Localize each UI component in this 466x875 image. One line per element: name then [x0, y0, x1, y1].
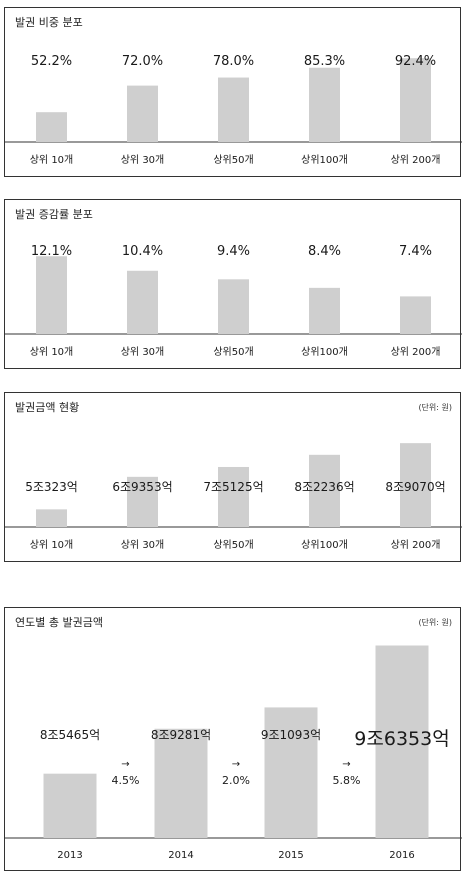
- data-label: 9.4%: [217, 244, 250, 259]
- bar: [127, 476, 158, 527]
- data-label: 92.4%: [395, 54, 436, 69]
- category-label: 상위 30개: [121, 345, 165, 358]
- bar: [309, 454, 340, 527]
- bar: [218, 466, 249, 527]
- bar: [36, 112, 67, 142]
- bar: [127, 85, 158, 142]
- growth-arrow: →: [232, 759, 240, 770]
- data-label: 8조2236억: [294, 480, 354, 494]
- data-label: 5조323억: [25, 480, 78, 494]
- data-label: 12.1%: [31, 244, 72, 259]
- bar: [400, 58, 431, 142]
- data-label: 10.4%: [122, 244, 163, 259]
- bar-chart-growth: 12.1% 상위 10개 10.4% 상위 30개 9.4% 상위50개 8.4% 상위100…: [5, 244, 462, 358]
- data-label: 52.2%: [31, 54, 72, 69]
- data-label: 9조6353억: [354, 728, 449, 750]
- bar: [375, 645, 429, 838]
- bar-chart-yearly: 8조5465억 2013 8조9281억 2014 9조1093억 2015 9조6353억…: [5, 645, 462, 861]
- category-label: 상위50개: [213, 345, 253, 358]
- chart-yearly-total: 연도별 총 발권금액 (단위: 원) 8조5465억 2013 8조9281억 201…: [4, 607, 462, 871]
- data-label: 8조9281억: [151, 728, 211, 742]
- growth-label: 4.5%: [112, 774, 140, 787]
- bar: [154, 728, 208, 838]
- bar: [264, 707, 318, 838]
- bar: [400, 296, 431, 334]
- category-label: 상위50개: [213, 538, 253, 551]
- bar: [43, 773, 97, 838]
- bar: [309, 67, 340, 142]
- category-label: 상위 200개: [391, 538, 441, 551]
- chart-growth-distribution: 발권 증감률 분포 12.1% 상위 10개 10.4% 상위 30개 9.4% 상위50…: [4, 199, 462, 369]
- growth-arrow: →: [342, 759, 350, 770]
- category-label: 상위100개: [301, 153, 348, 166]
- chart-title: 발권금액 현황: [15, 401, 80, 414]
- data-label: 6조9353억: [112, 480, 172, 494]
- unit-label: (단위: 원): [418, 403, 452, 412]
- category-label: 상위 200개: [391, 153, 441, 166]
- category-label: 상위 200개: [391, 345, 441, 358]
- chart-title: 연도별 총 발권금액: [15, 616, 103, 629]
- growth-label: 5.8%: [333, 774, 361, 787]
- data-label: 8.4%: [308, 244, 341, 259]
- bar: [127, 270, 158, 334]
- category-label: 2016: [389, 850, 414, 861]
- bar: [36, 256, 67, 334]
- data-label: 85.3%: [304, 54, 345, 69]
- data-label: 72.0%: [122, 54, 163, 69]
- category-label: 2013: [57, 850, 82, 861]
- data-label: 8조9070억: [385, 480, 445, 494]
- data-label: 8조5465억: [40, 728, 100, 742]
- growth-label: 2.0%: [222, 774, 250, 787]
- growth-arrow: →: [121, 759, 129, 770]
- category-label: 2014: [168, 850, 193, 861]
- chart-title: 발권 비중 분포: [15, 16, 83, 29]
- unit-label: (단위: 원): [418, 618, 452, 627]
- category-label: 상위 10개: [30, 538, 74, 551]
- category-label: 상위 30개: [121, 153, 165, 166]
- bar-chart-share: 52.2% 상위 10개 72.0% 상위 30개 78.0% 상위50개 85.3% 상위1…: [5, 54, 462, 166]
- data-label: 7조5125억: [203, 480, 263, 494]
- data-label: 78.0%: [213, 54, 254, 69]
- category-label: 상위100개: [301, 345, 348, 358]
- category-label: 상위50개: [213, 153, 253, 166]
- category-label: 상위100개: [301, 538, 348, 551]
- data-label: 7.4%: [399, 244, 432, 259]
- category-label: 상위 10개: [30, 345, 74, 358]
- bar: [36, 509, 67, 527]
- bar: [218, 279, 249, 334]
- data-label: 9조1093억: [261, 728, 321, 742]
- category-label: 2015: [278, 850, 303, 861]
- category-label: 상위 30개: [121, 538, 165, 551]
- chart-title: 발권 증감률 분포: [15, 208, 93, 221]
- category-label: 상위 10개: [30, 153, 74, 166]
- bar: [309, 287, 340, 334]
- bar: [218, 77, 249, 142]
- bar: [400, 443, 431, 527]
- chart-share-distribution: 발권 비중 분포 52.2% 상위 10개 72.0% 상위 30개 78.0% 상위50…: [4, 7, 462, 177]
